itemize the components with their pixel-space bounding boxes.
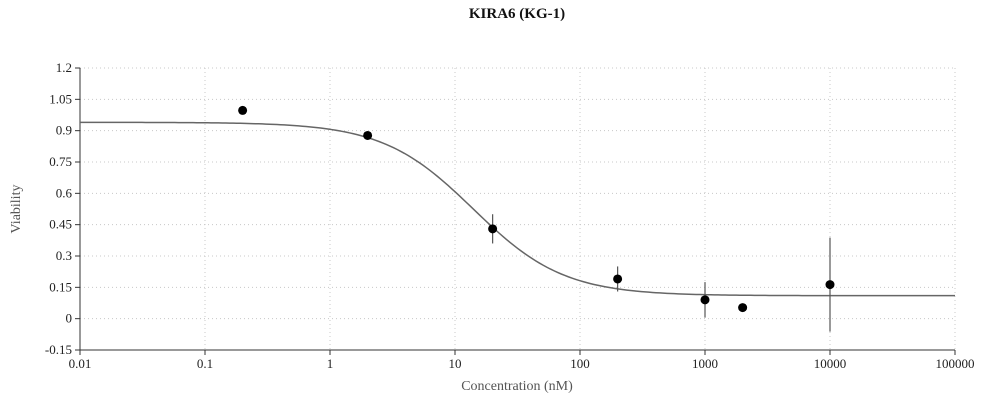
x-tick-labels: 0.01 0.1 1 10 100 1000 10000 100000 xyxy=(69,356,975,371)
y-tick-label: 0 xyxy=(66,311,73,326)
y-tick-label: 1.05 xyxy=(49,91,72,106)
grid-lines xyxy=(79,67,956,351)
fit-curve xyxy=(80,121,955,297)
y-tick-label: 0.15 xyxy=(49,279,72,294)
y-tick-label: -0.15 xyxy=(45,342,72,357)
y-tick-label: 1.2 xyxy=(56,60,72,75)
y-tick-label: 0.75 xyxy=(49,154,72,169)
y-tick-labels: -0.15 0 0.15 0.3 0.45 0.6 0.75 0.9 1.05 1.2 xyxy=(45,60,73,357)
y-tick-label: 0.6 xyxy=(56,185,73,200)
data-point xyxy=(825,280,835,290)
x-axis-label: Concentration (nM) xyxy=(461,379,573,394)
chart-title: KIRA6 (KG-1) xyxy=(469,6,565,22)
data-point xyxy=(363,130,373,140)
y-tick-label: 0.3 xyxy=(56,248,72,263)
x-tick-label: 10 xyxy=(449,356,462,371)
x-tick-label: 100000 xyxy=(936,356,975,371)
y-axis-label: Viability xyxy=(9,185,24,234)
x-tick-label: 10000 xyxy=(814,356,847,371)
data-point xyxy=(238,105,248,115)
y-tick-label: 0.45 xyxy=(49,217,72,232)
x-tick-label: 100 xyxy=(570,356,590,371)
y-tick-label: 0.9 xyxy=(56,123,72,138)
data-point xyxy=(613,274,623,284)
x-tick-label: 1 xyxy=(327,356,334,371)
x-tick-label: 0.01 xyxy=(69,356,92,371)
axes xyxy=(75,67,956,355)
data-point xyxy=(700,295,710,305)
data-point xyxy=(738,303,748,313)
data-points xyxy=(238,105,835,332)
x-tick-label: 1000 xyxy=(692,356,718,371)
data-point xyxy=(488,224,498,234)
x-tick-label: 0.1 xyxy=(197,356,213,371)
